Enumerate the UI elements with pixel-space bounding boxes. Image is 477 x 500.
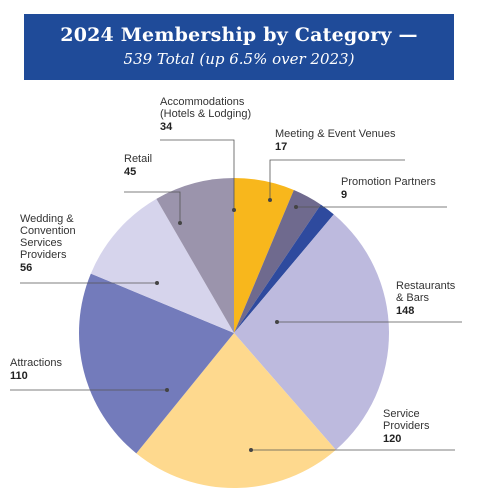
- slice-value-2: 17: [275, 141, 287, 153]
- leader-dot-7: [155, 281, 159, 285]
- slice-label-3: Promotion Partners: [341, 176, 436, 188]
- pie-slice-5: [136, 333, 336, 488]
- pie-slice-1: [234, 178, 294, 333]
- leader-dot-4: [275, 320, 279, 324]
- pie-slice-3: [234, 204, 334, 333]
- pie-slice-8: [156, 178, 234, 333]
- slice-label-5: Service Providers: [383, 408, 430, 432]
- leader-dot-5: [249, 448, 253, 452]
- leader-dot-2: [268, 198, 272, 202]
- slice-value-7: 56: [20, 262, 32, 274]
- slice-value-3: 9: [341, 189, 347, 201]
- slice-label-2: Meeting & Event Venues: [275, 128, 396, 140]
- leader-line-2: [269, 159, 405, 200]
- slice-value-6: 110: [10, 370, 28, 382]
- slice-value-1: 34: [160, 121, 173, 133]
- slice-value-4: 148: [396, 305, 414, 317]
- leader-dot-1: [232, 208, 236, 212]
- leader-line-8: [124, 191, 181, 223]
- pie-slice-4: [234, 214, 389, 450]
- slice-label-6: Attractions: [10, 357, 62, 369]
- slice-label-4: Restaurants & Bars: [396, 280, 456, 304]
- chart-subtitle: 539 Total (up 6.5% over 2023): [123, 50, 355, 68]
- pie-slice-7: [90, 198, 234, 333]
- leader-dot-8: [178, 221, 182, 225]
- chart-title: 2024 Membership by Category —: [60, 24, 418, 46]
- slice-value-8: 45: [124, 166, 136, 178]
- slice-label-7: Wedding & Convention Services Providers: [20, 213, 76, 261]
- leader-dot-6: [165, 388, 169, 392]
- leader-dot-3: [294, 205, 298, 209]
- pie-slice-6: [78, 273, 234, 454]
- title-banner: 2024 Membership by Category — 539 Total …: [24, 14, 454, 80]
- leader-line-1: [160, 139, 235, 210]
- slice-label-8: Retail: [124, 153, 152, 165]
- pie-slice-2: [234, 190, 321, 333]
- slice-label-1: Accommodations (Hotels & Lodging): [160, 96, 251, 120]
- slice-value-5: 120: [383, 433, 401, 445]
